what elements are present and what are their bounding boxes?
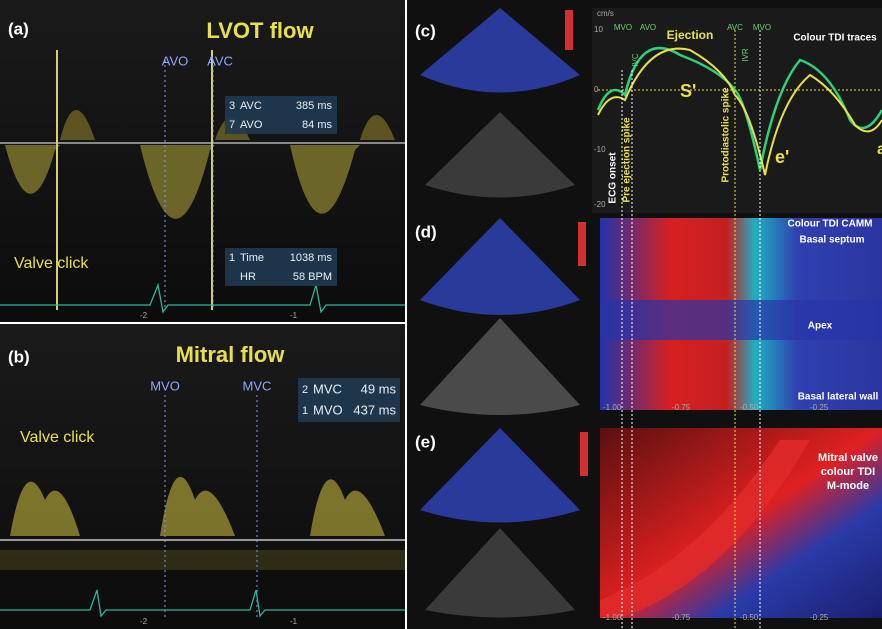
region-label: Basal septum (799, 235, 864, 246)
colour-scale (565, 10, 573, 50)
doppler-signal (0, 550, 405, 570)
panel-a: (a) LVOT flow AVO AVC 3 AVC 385 ms 7 AVO… (0, 0, 405, 322)
event-label: MVO (753, 23, 771, 32)
wave-label: S' (680, 81, 696, 101)
marker-label: AVO (162, 53, 189, 68)
trace-title: Colour TDI CAMM (788, 219, 873, 230)
x-tick-label: -0.25 (810, 613, 829, 622)
y-tick-label: 0 (594, 85, 599, 94)
measurement-value: 385 ms (296, 100, 333, 112)
event-label: IVC (631, 53, 640, 67)
time-tick: -1 (290, 311, 298, 320)
colour-scale (580, 432, 588, 476)
x-tick-label: -0.75 (672, 613, 691, 622)
axis-unit: cm/s (597, 9, 614, 18)
y-tick-label: -10 (594, 145, 606, 154)
x-tick-label: -0.75 (672, 403, 691, 412)
event-label: MVO (614, 23, 632, 32)
marker-label: MVC (243, 378, 272, 393)
trace-title: Mitral valve (818, 452, 878, 464)
measurement-name: MVC (313, 381, 342, 396)
panel-title: LVOT flow (206, 18, 314, 43)
annotation: Pre ejection spike (622, 117, 633, 202)
x-tick-label: -0.50 (740, 613, 759, 622)
time-tick: -2 (140, 311, 148, 320)
trace-title: Colour TDI traces (793, 33, 877, 44)
wave-label: e' (775, 147, 789, 167)
y-tick-label: -20 (594, 200, 606, 209)
marker-label: AVC (207, 53, 233, 68)
panel-b: (b) Mitral flow MVO MVC 2 MVC 49 ms 1 MV… (0, 324, 405, 629)
time-tick: -2 (140, 617, 148, 626)
panel-label: (b) (8, 347, 30, 366)
panel-label: (a) (8, 19, 29, 38)
x-tick-label: -1.00 (603, 613, 622, 622)
panel-title: Mitral flow (176, 342, 286, 367)
measurement-value: 58 BPM (293, 271, 332, 283)
colour-scale (578, 222, 586, 266)
measurement-name: AVC (240, 100, 262, 112)
event-label: IVR (741, 48, 750, 62)
measurement-value: 437 ms (353, 402, 396, 417)
camm-band (600, 300, 882, 340)
measurement-name: MVO (313, 402, 343, 417)
wave-label: a (877, 141, 882, 158)
y-tick-label: 10 (594, 25, 603, 34)
measurement-index: 1 (302, 405, 308, 417)
time-tick: -1 (290, 617, 298, 626)
x-tick-label: -0.25 (810, 403, 829, 412)
region-label: Basal lateral wall (798, 392, 879, 403)
annotation: Protodiastolic spike (721, 87, 732, 182)
measurement-index: 3 (229, 100, 235, 112)
trace-title: M-mode (827, 480, 869, 492)
annotation: Valve click (14, 255, 89, 272)
annotation: ECG onset (608, 152, 619, 204)
panel-label: (d) (415, 222, 437, 241)
x-tick-label: -1.00 (603, 403, 622, 412)
panel-label: (e) (415, 432, 436, 451)
panel-background (0, 324, 405, 629)
measurement-name: AVO (240, 119, 263, 131)
measurement-index: 2 (302, 384, 308, 396)
region-label: Apex (808, 321, 833, 332)
annotation: Valve click (20, 429, 95, 446)
measurement-name: Time (240, 252, 264, 264)
measurement-value: 84 ms (302, 119, 332, 131)
x-tick-label: -0.50 (740, 403, 759, 412)
panel-label: (c) (415, 21, 436, 40)
measurement-index: 7 (229, 119, 235, 131)
marker-label: MVO (150, 378, 180, 393)
event-label: AVO (640, 23, 656, 32)
trace-title: colour TDI (821, 466, 875, 478)
measurement-value: 1038 ms (290, 252, 333, 264)
measurement-index: 1 (229, 252, 235, 264)
measurement-value: 49 ms (361, 381, 397, 396)
figure: (a) LVOT flow AVO AVC 3 AVC 385 ms 7 AVO… (0, 0, 882, 629)
measurement-name: HR (240, 271, 256, 283)
phase-label: Ejection (667, 28, 714, 42)
